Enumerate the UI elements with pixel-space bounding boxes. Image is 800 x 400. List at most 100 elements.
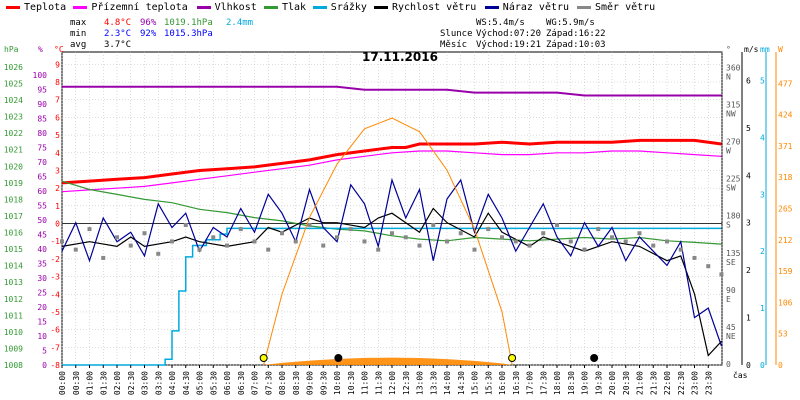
legend-swatch: [312, 5, 327, 9]
degree-tick-label: 45: [726, 323, 736, 332]
wind-direction-point: [348, 227, 353, 232]
wind-direction-point: [335, 235, 339, 240]
x-tick-label: 10:30: [347, 371, 356, 395]
wind-direction-point: [321, 243, 326, 248]
celsius-tick-label: 2: [55, 184, 60, 193]
hpa-tick-label: 1021: [4, 146, 23, 155]
percent-tick-label: 50: [37, 216, 47, 225]
ms-tick-label: 1: [746, 314, 751, 323]
degree-tick-label: 225: [726, 175, 741, 184]
x-tick-label: 08:30: [292, 371, 301, 395]
percent-tick-label: 75: [37, 144, 47, 153]
celsius-tick-label: -4: [50, 290, 60, 299]
legend-label: Rychlost větru: [392, 2, 477, 13]
x-tick-label: 21:30: [649, 371, 658, 395]
wind-direction-point: [472, 247, 477, 252]
x-tick-label: 00:30: [72, 371, 81, 395]
mm-tick-label: 2: [760, 247, 765, 256]
x-tick-label: 08:00: [278, 371, 287, 395]
x-tick-label: 03:30: [154, 371, 163, 395]
percent-tick-label: 30: [37, 274, 47, 283]
hpa-tick-label: 1014: [4, 262, 23, 271]
percent-tick-label: 95: [37, 86, 47, 95]
x-tick-label: 19:30: [594, 371, 603, 395]
degree-tick-label: 180: [726, 212, 741, 221]
mm-tick-label: 5: [760, 76, 765, 85]
percent-tick-label: 40: [37, 245, 47, 254]
wind-direction-point: [623, 239, 628, 244]
legend-item: Náraz větru: [484, 2, 569, 13]
percent-tick-label: 60: [37, 187, 47, 196]
hpa-tick-label: 1016: [4, 229, 23, 238]
legend-item: Tlak: [264, 2, 306, 13]
legend-swatch: [484, 5, 499, 9]
hpa-tick-label: 1017: [4, 212, 23, 221]
stat-max-label: max: [70, 18, 87, 28]
stat-avg-label: avg: [70, 40, 87, 50]
hpa-tick-label: 1010: [4, 328, 23, 337]
stat-max-humidity: 96%: [140, 18, 157, 28]
x-tick-label: 17:30: [539, 371, 548, 395]
wind-direction-point: [252, 239, 257, 244]
series-layer: [60, 85, 724, 366]
legend-item: Vlhkost: [196, 2, 257, 13]
wind-direction-point: [431, 222, 436, 227]
wind-direction-point: [541, 231, 546, 236]
series-prizemni-teplota: [61, 150, 722, 193]
celsius-axis-title: °C: [54, 45, 64, 54]
stat-avg-temp: 3.7°C: [104, 40, 132, 50]
wind-direction-point: [211, 235, 216, 240]
stat-min-label: min: [70, 29, 87, 39]
x-tick-label: 02:30: [127, 371, 136, 395]
wind-direction-point: [238, 227, 243, 232]
x-tick-label: 16:30: [512, 371, 521, 395]
stat-max-rain: 2.4mm: [226, 18, 254, 28]
wind-direction-point: [73, 247, 78, 252]
markers: [259, 354, 599, 362]
legend-label: Teplota: [24, 2, 67, 13]
ms-tick-label: 6: [746, 76, 751, 85]
x-tick-label: 20:30: [622, 371, 631, 395]
legend-label: Směr větru: [595, 2, 656, 13]
x-tick-label: 21:00: [636, 371, 645, 395]
percent-tick-label: 90: [37, 100, 47, 109]
x-tick-label: 04:00: [168, 371, 177, 395]
wm2-tick-label: 159: [778, 267, 793, 276]
percent-tick-label: 70: [37, 158, 47, 167]
x-tick-label: 02:00: [113, 371, 122, 395]
degree-tick-label: 270: [726, 138, 741, 147]
x-tick-label: 04:30: [182, 371, 191, 395]
wind-direction-point: [706, 264, 711, 269]
hpa-tick-label: 1020: [4, 162, 23, 171]
stat-moonset: Západ:10:03: [546, 40, 606, 50]
legend-item: Směr větru: [577, 2, 655, 13]
wind-direction-point: [87, 227, 92, 232]
stat-wind-speed: WS:5.4m/s: [476, 18, 525, 28]
legend: Teplota Přízemní teplota Vlhkost Tlak Srážky…: [0, 0, 800, 14]
mm-tick-label: 0: [760, 361, 765, 370]
celsius-tick-label: -6: [50, 326, 60, 335]
stat-sun-label: Slunce: [440, 29, 473, 39]
wind-direction-point: [266, 247, 271, 252]
wind-direction-point: [128, 243, 133, 248]
legend-swatch: [73, 5, 88, 9]
percent-tick-label: 80: [37, 129, 47, 138]
legend-swatch: [6, 5, 20, 9]
wind-direction-point: [115, 235, 119, 240]
stat-max-temp: 4.8°C: [104, 18, 132, 28]
legend-item: Srážky: [312, 2, 367, 13]
wind-direction-point: [376, 247, 381, 252]
hpa-tick-label: 1024: [4, 96, 23, 105]
percent-tick-label: 25: [37, 289, 47, 298]
x-tick-label: 18:30: [567, 371, 576, 395]
series-srazky: [62, 227, 722, 366]
wind-direction-point: [458, 231, 463, 236]
x-tick-label: 16:00: [498, 371, 507, 395]
x-tick-label: 10:00: [333, 371, 342, 395]
wind-direction-point: [197, 247, 202, 252]
percent-tick-label: 85: [37, 115, 47, 124]
wind-direction-point: [183, 222, 188, 227]
x-tick-label: 06:00: [223, 371, 232, 395]
wm2-tick-label: 424: [778, 111, 793, 120]
